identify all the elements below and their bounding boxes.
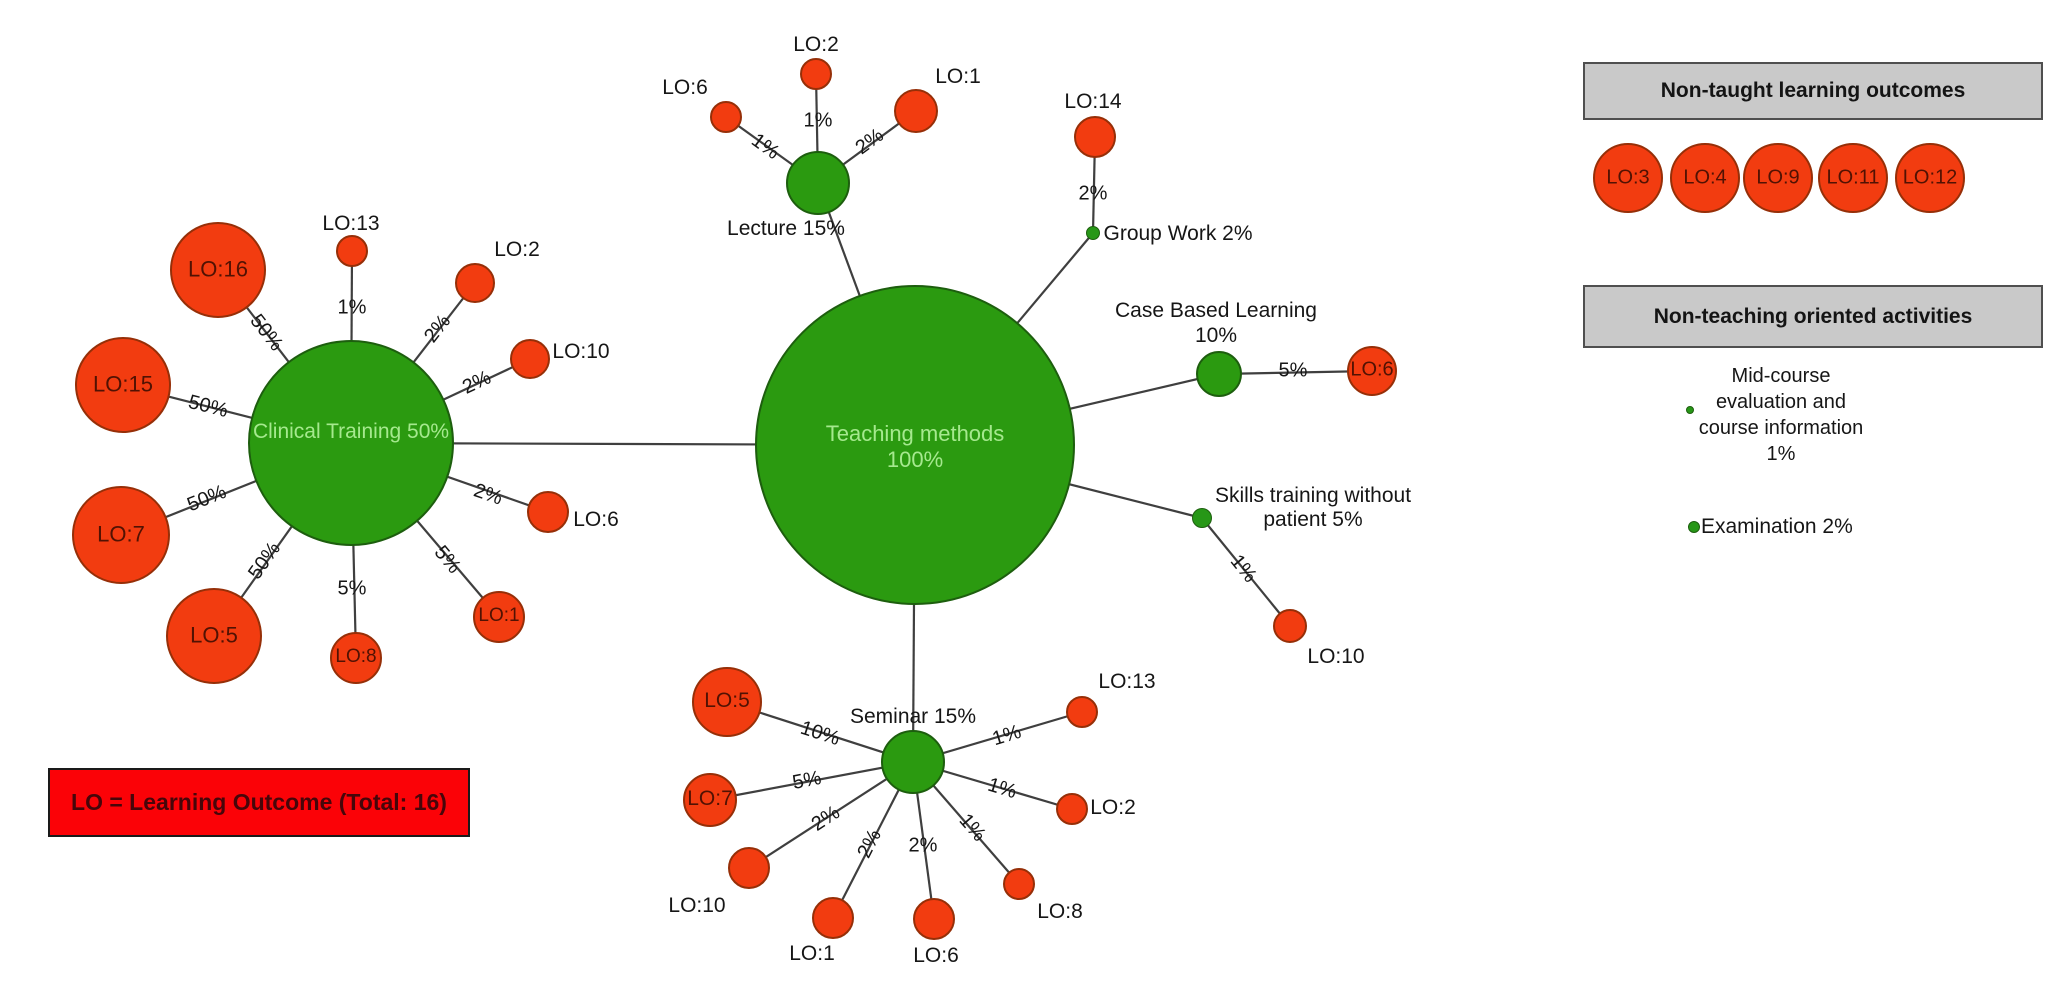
examination-label: Examination 2%: [1701, 514, 1853, 538]
node-casebased-lo6: [1347, 346, 1397, 396]
groupwork-lo14-pct: 2%: [1078, 182, 1108, 205]
node-clinical-lo10: [510, 339, 550, 379]
seminar-lo6-pct: 2%: [908, 834, 938, 857]
legend-node-lo12: [1895, 143, 1965, 213]
clinical-lo10-label: LO:10: [552, 339, 610, 363]
case-based-label: Case Based Learning 10%: [1115, 299, 1317, 347]
node-teaching-methods: [755, 285, 1075, 605]
node-seminar-lo6: [913, 898, 955, 940]
groupwork-lo14-label: LO:14: [1064, 89, 1122, 113]
legend-activities-title: Non-teaching oriented activities: [1653, 304, 1973, 328]
seminar-lo2-label: LO:2: [1090, 795, 1136, 819]
node-groupwork-lo14: [1074, 116, 1116, 158]
casebased-lo6-pct: 5%: [1278, 359, 1308, 382]
node-seminar-lo10: [728, 847, 770, 889]
node-clinical-training: [248, 340, 454, 546]
mid-course-label: Mid-course evaluation and course informa…: [1698, 365, 1864, 465]
lecture-lo1-label: LO:1: [935, 64, 981, 88]
lecture-lo6-label: LO:6: [662, 75, 708, 99]
edge-seminar-lo7: [709, 760, 914, 802]
lecture-lo2-pct: 1%: [803, 109, 833, 132]
note-text: LO = Learning Outcome (Total: 16): [71, 789, 447, 815]
seminar-lo13-label: LO:13: [1098, 669, 1156, 693]
clinical-lo16-label: LO:16: [188, 256, 248, 282]
examination-dot: [1688, 521, 1700, 533]
mid-course-dot: [1686, 406, 1694, 414]
lecture-lo2-label: LO:2: [793, 32, 839, 56]
legend-node-lo3: [1593, 143, 1663, 213]
node-clinical-lo16: [170, 222, 266, 318]
node-seminar-lo13: [1066, 696, 1098, 728]
legend-non-taught-title: Non-taught learning outcomes: [1660, 79, 1966, 102]
node-seminar-lo7: [683, 773, 737, 827]
skills-lo10-label: LO:10: [1307, 644, 1365, 668]
legend-lo11-label: LO:11: [1826, 166, 1880, 189]
seminar-lo6-label: LO:6: [913, 943, 959, 967]
edge-casebased-lo6: [1218, 369, 1373, 376]
seminar-label: Seminar 15%: [849, 704, 977, 728]
node-case-based-learning: [1196, 351, 1242, 397]
group-work-label: Group Work 2%: [1103, 221, 1253, 245]
node-skills-lo10: [1273, 609, 1307, 643]
node-group-work: [1086, 226, 1100, 240]
casebased-lo6-label: LO:6: [1350, 358, 1394, 381]
teaching-methods-label: Teaching methods 100%: [825, 421, 1005, 472]
seminar-lo8-label: LO:8: [1037, 899, 1083, 923]
legend-node-lo11: [1818, 143, 1888, 213]
seminar-lo10-label: LO:10: [668, 893, 726, 917]
node-clinical-lo15: [75, 337, 171, 433]
node-lecture-lo1: [894, 89, 938, 133]
node-seminar-lo5: [692, 667, 762, 737]
legend-node-lo9: [1743, 143, 1813, 213]
node-clinical-lo8: [330, 632, 382, 684]
note-box: LO = Learning Outcome (Total: 16): [48, 768, 470, 837]
legend-lo4-label: LO:4: [1683, 166, 1727, 189]
legend-lo9-label: LO:9: [1756, 166, 1800, 189]
clinical-lo13-label: LO:13: [322, 211, 380, 235]
seminar-lo1-label: LO:1: [789, 941, 835, 965]
node-clinical-lo2: [455, 263, 495, 303]
node-lecture: [786, 151, 850, 215]
node-clinical-lo5: [166, 588, 262, 684]
clinical-lo7-label: LO:7: [97, 521, 145, 547]
clinical-lo1-label: LO:1: [478, 605, 520, 627]
legend-non-taught-header: Non-taught learning outcomes: [1583, 62, 2043, 120]
node-clinical-lo1: [473, 591, 525, 643]
clinical-lo5-label: LO:5: [190, 622, 238, 648]
node-seminar: [881, 730, 945, 794]
legend-lo3-label: LO:3: [1606, 166, 1650, 189]
node-seminar-lo8: [1003, 868, 1035, 900]
seminar-lo5-label: LO:5: [704, 688, 750, 712]
legend-node-lo4: [1670, 143, 1740, 213]
skills-training-label: Skills training without patient 5%: [1214, 484, 1412, 531]
clinical-lo2-label: LO:2: [494, 237, 540, 261]
node-clinical-lo7: [72, 486, 170, 584]
node-seminar-lo2: [1056, 793, 1088, 825]
lecture-label: Lecture 15%: [727, 216, 845, 240]
node-seminar-lo1: [812, 897, 854, 939]
legend-activities-header: Non-teaching oriented activities: [1583, 285, 2043, 348]
edge-skills-lo10: [1201, 517, 1291, 627]
clinical-lo8-pct: 5%: [337, 577, 367, 600]
node-lecture-lo6: [710, 101, 742, 133]
node-skills-training: [1192, 508, 1212, 528]
clinical-lo6-label: LO:6: [573, 507, 619, 531]
node-clinical-lo6: [527, 491, 569, 533]
clinical-training-label: Clinical Training 50%: [252, 419, 450, 443]
clinical-lo8-label: LO:8: [335, 646, 377, 668]
seminar-lo7-label: LO:7: [687, 786, 733, 810]
node-clinical-lo13: [336, 235, 368, 267]
node-lecture-lo2: [800, 58, 832, 90]
legend-lo12-label: LO:12: [1902, 166, 1958, 189]
clinical-lo15-label: LO:15: [93, 371, 153, 397]
clinical-lo13-pct: 1%: [337, 296, 367, 319]
